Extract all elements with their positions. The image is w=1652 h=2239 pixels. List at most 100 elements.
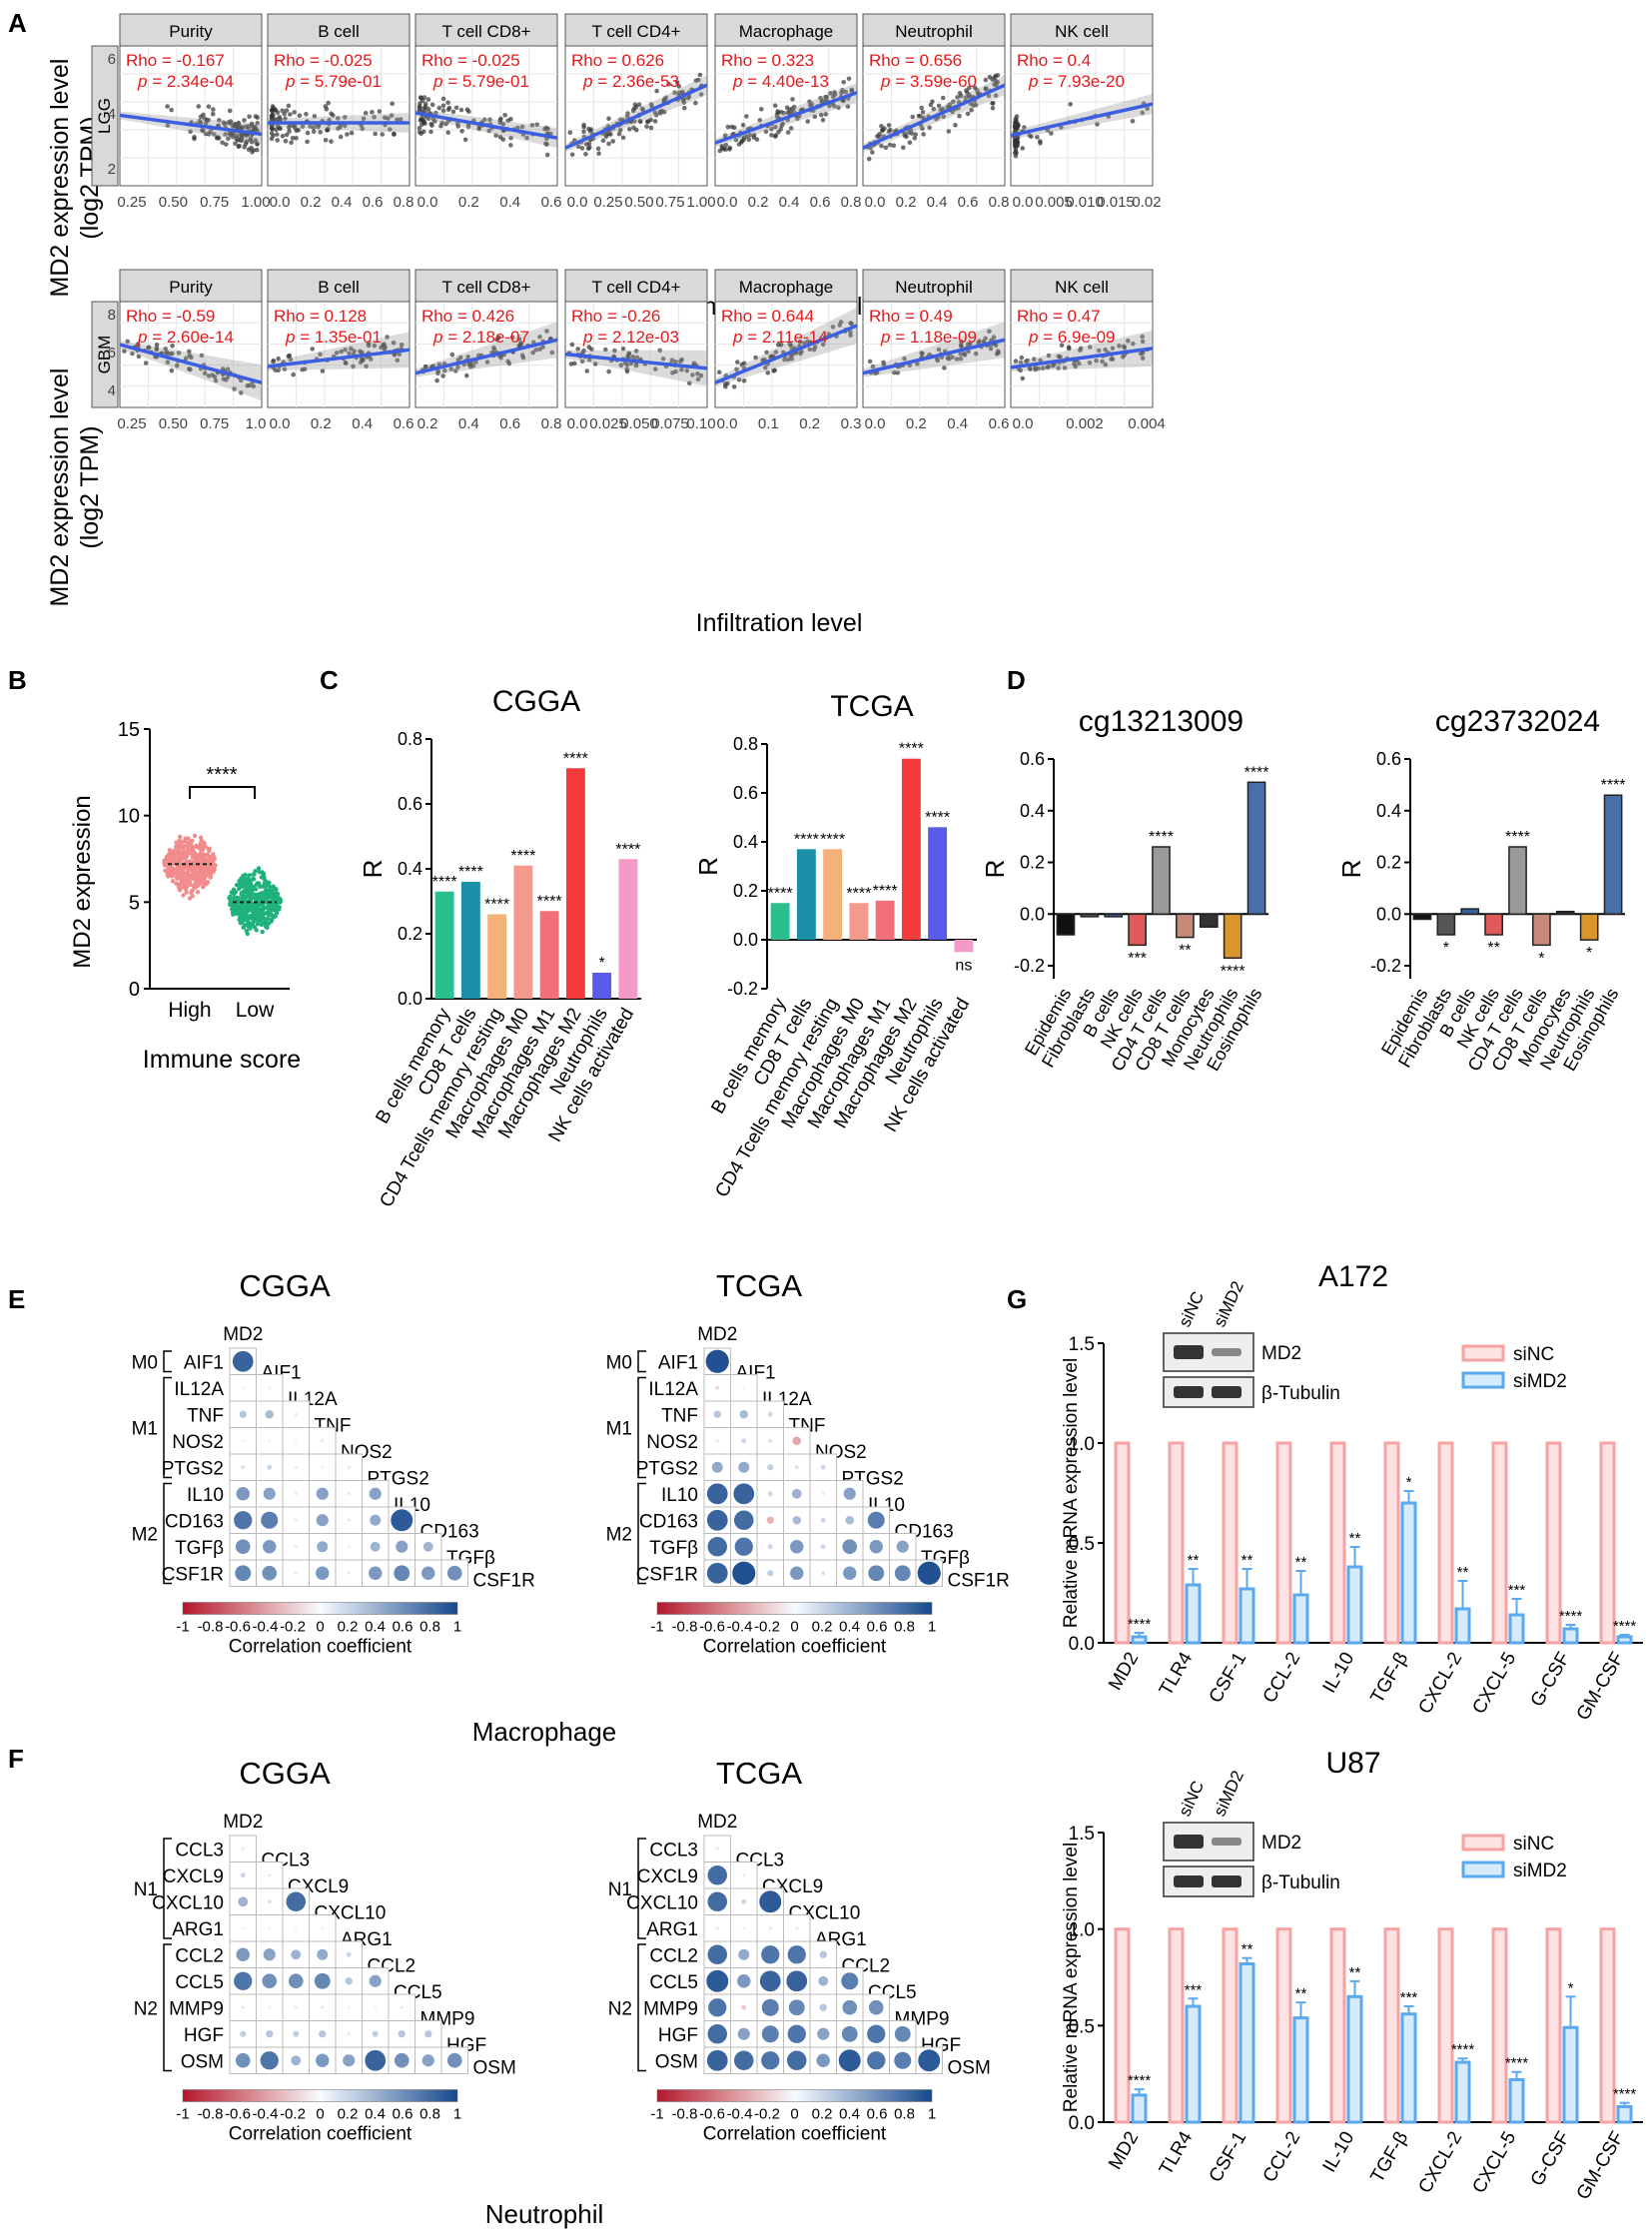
e2-corr-dot	[713, 1410, 721, 1418]
b-point	[257, 869, 262, 875]
b-point	[174, 881, 179, 886]
b-point	[264, 898, 269, 903]
a-point	[351, 364, 356, 370]
a-point	[606, 116, 611, 121]
a-point	[436, 105, 442, 111]
e2-corr-dot	[767, 1411, 773, 1417]
a-point	[1029, 134, 1034, 140]
a-xtick: 0.010	[1066, 194, 1104, 211]
a-point	[338, 134, 344, 140]
a-point	[945, 356, 950, 361]
g-bar-simd2	[1292, 2016, 1309, 2124]
e1-group-label: M2	[132, 1525, 158, 1546]
a-plot-area	[862, 301, 1006, 408]
a-row2-ylabel-1: MD2 expression level	[46, 369, 74, 607]
a-p-value: = 2.34e-04	[152, 72, 234, 91]
a-rho-text: Rho = -0.59	[126, 307, 215, 326]
a-point	[757, 118, 763, 123]
a-point	[631, 106, 636, 112]
a-point	[225, 367, 231, 373]
a-xtick: 0.75	[200, 415, 229, 432]
e1-corr-dot	[316, 1487, 329, 1500]
f2-corr-dot	[761, 1998, 779, 2016]
b-point	[206, 846, 212, 852]
c1-sig: ****	[510, 848, 535, 865]
e2-legend-tick: 1	[928, 1619, 936, 1636]
g-sig: **	[1188, 1552, 1200, 1569]
a-point	[200, 128, 206, 133]
a-point	[805, 119, 810, 124]
a-point	[174, 363, 180, 369]
a-point	[904, 134, 909, 140]
e1-corr-dot	[316, 1566, 330, 1580]
b-point	[186, 841, 191, 846]
f1-legend-label: Correlation coefficient	[229, 2124, 413, 2145]
f1-corr-dot	[293, 2030, 300, 2037]
a-row-strip	[91, 45, 119, 187]
a-point	[280, 133, 286, 139]
d1-ytick: 0.2	[1020, 853, 1045, 873]
a-point	[886, 123, 892, 128]
a-point	[841, 80, 846, 85]
a-p-symbol: p	[1028, 328, 1043, 347]
a-point	[443, 121, 448, 127]
panel-e-corrplots: Macrophage CGGA MD2 AIF1 AIF1 IL12A IL12A TNF T…	[132, 1268, 1010, 1747]
g-blot-lane: siMD2	[1210, 1278, 1247, 1330]
b-point	[167, 848, 173, 853]
panel-letter-c: C	[320, 665, 339, 695]
d2-bar	[1532, 913, 1551, 947]
a-point	[569, 342, 575, 348]
b-point	[187, 880, 193, 885]
a-point	[212, 374, 218, 379]
a-p-text: p = 4.40e-13	[732, 72, 829, 91]
g-sig: ****	[1613, 1618, 1637, 1635]
a-point	[486, 128, 491, 134]
a-point	[236, 121, 241, 127]
a-rho-text: Rho = 0.644	[721, 307, 814, 326]
b-point	[269, 919, 274, 924]
b-point	[260, 921, 265, 926]
e2-legend-tick: -0.4	[727, 1619, 753, 1636]
f2-cell	[756, 1993, 784, 2021]
a-point	[226, 120, 231, 125]
f1-legend-tick: 0.4	[365, 2106, 386, 2123]
a-point	[544, 329, 549, 334]
b-point	[173, 858, 179, 863]
a-point	[244, 139, 250, 144]
a-point	[624, 367, 629, 373]
c2-ytick: 0.2	[733, 881, 758, 901]
g-category: MD2	[1105, 2128, 1143, 2173]
a-point	[946, 129, 952, 134]
b-point	[259, 915, 264, 920]
a-point	[549, 350, 555, 356]
c1-bar	[592, 973, 612, 999]
e1-cell	[309, 1533, 337, 1561]
a-point	[247, 114, 252, 120]
a-p-text: p = 7.93e-20	[1028, 72, 1125, 91]
a-point	[652, 119, 658, 124]
a-xtick: 0.75	[655, 194, 684, 211]
a-point	[986, 93, 992, 99]
c1-ytick: 0.2	[398, 924, 422, 944]
a-cell-title: Macrophage	[739, 22, 834, 41]
a-point	[349, 130, 355, 136]
f2-corr-dot	[842, 1999, 858, 2015]
d1-ytick: 0.6	[1020, 749, 1045, 769]
e1-corr-dot	[294, 1412, 298, 1416]
a-point	[464, 107, 470, 112]
e2-title: TCGA	[716, 1268, 802, 1303]
b-point	[264, 892, 269, 898]
a-point	[1126, 338, 1131, 344]
d1-ylabel: R	[980, 860, 1010, 879]
e2-group-bracket	[637, 1482, 646, 1585]
f2-corr-dot	[894, 2025, 911, 2042]
a-point	[213, 377, 219, 383]
e2-corr-dot	[705, 1349, 729, 1373]
d2-sig: ****	[1505, 829, 1530, 846]
f1-corr-dot	[236, 1947, 250, 1961]
a-p-text: p = 1.18e-09	[880, 328, 977, 347]
a-point	[167, 351, 173, 357]
a-point	[122, 349, 127, 354]
a-point	[274, 127, 279, 133]
